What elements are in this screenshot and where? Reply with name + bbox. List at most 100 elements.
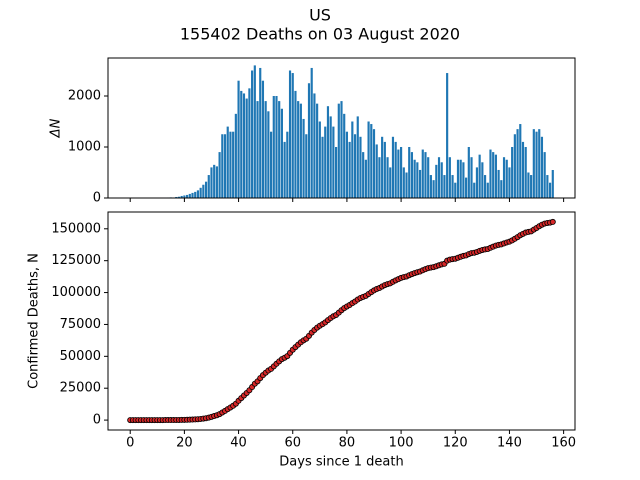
bar	[348, 141, 351, 198]
bar	[356, 116, 359, 198]
bar	[218, 152, 221, 198]
bar	[516, 129, 519, 198]
bar	[364, 159, 367, 198]
bar	[386, 157, 389, 198]
bar	[334, 146, 338, 198]
bar	[242, 93, 246, 198]
bar	[186, 194, 189, 198]
bar	[188, 193, 191, 198]
bar	[416, 162, 419, 198]
bar	[310, 67, 313, 198]
bar	[424, 152, 427, 198]
bar	[383, 141, 386, 198]
bar	[177, 196, 181, 198]
bar	[448, 157, 451, 198]
bar	[513, 134, 516, 198]
bar	[326, 106, 330, 198]
bar	[508, 167, 511, 198]
bar	[535, 131, 538, 198]
x-tick-label: 20	[176, 436, 193, 451]
y-tick-label: 25000	[60, 381, 101, 396]
y-tick-label: 1000	[68, 139, 101, 154]
bar	[283, 141, 286, 198]
x-tick-label: 100	[389, 436, 414, 451]
bar	[215, 166, 218, 198]
bar	[530, 175, 533, 198]
bar	[489, 149, 492, 198]
bar	[440, 162, 443, 198]
bar	[502, 157, 506, 198]
bar	[473, 182, 476, 198]
bar	[394, 141, 397, 198]
bar	[532, 129, 535, 198]
bar	[432, 180, 435, 198]
bar	[524, 146, 527, 198]
x-tick-label: 0	[126, 436, 134, 451]
bar	[353, 134, 357, 198]
axes-frame	[107, 57, 576, 199]
bar	[427, 157, 430, 198]
bar	[278, 101, 281, 198]
marker	[549, 218, 556, 225]
bar	[232, 131, 235, 198]
x-axis-label: Days since 1 death	[279, 455, 403, 470]
y-tick-label: 0	[93, 191, 101, 206]
bar	[204, 181, 208, 198]
bar	[267, 111, 270, 198]
bar	[359, 136, 362, 198]
bar	[280, 108, 283, 198]
bar	[443, 175, 446, 198]
bar	[540, 136, 544, 198]
bar	[408, 146, 411, 198]
bar	[389, 167, 392, 198]
bar	[324, 126, 327, 198]
y-tick-label: 150000	[51, 221, 101, 236]
bar	[340, 101, 343, 198]
bar	[375, 144, 378, 198]
bar	[286, 131, 289, 198]
bar	[288, 70, 292, 198]
bar	[199, 187, 202, 198]
bar	[402, 167, 405, 198]
bar	[299, 103, 302, 198]
bar	[546, 175, 549, 198]
bar	[421, 149, 424, 198]
bar	[435, 164, 438, 198]
bar	[237, 80, 240, 198]
bar	[400, 146, 403, 198]
bar	[291, 73, 294, 198]
bar	[527, 172, 530, 198]
bar	[451, 175, 454, 198]
bar	[256, 101, 259, 198]
bar	[305, 134, 308, 198]
bar	[307, 83, 311, 198]
bar	[223, 134, 227, 198]
y-tick-label: 2000	[68, 88, 101, 103]
bar	[221, 134, 224, 198]
bar	[548, 182, 552, 198]
bar	[294, 90, 297, 198]
bar	[264, 101, 267, 198]
bar	[351, 121, 354, 198]
bar	[316, 103, 319, 198]
y-tick-label: 125000	[51, 253, 101, 268]
bar	[210, 167, 213, 198]
bar	[497, 169, 500, 198]
bar	[362, 152, 365, 198]
bar	[213, 164, 216, 198]
axes-frame	[107, 211, 576, 431]
bar	[378, 157, 381, 198]
y-axis-label: ΔN	[49, 118, 64, 138]
bar	[454, 182, 457, 198]
x-tick-label: 120	[443, 436, 468, 451]
bar	[240, 90, 243, 198]
bar	[475, 167, 479, 198]
bar	[180, 195, 183, 198]
y-tick-label: 100000	[51, 285, 101, 300]
bar	[446, 73, 449, 198]
bar	[538, 129, 541, 198]
bar	[367, 121, 370, 198]
bar	[413, 159, 416, 198]
x-tick-label: 60	[284, 436, 301, 451]
bar	[272, 95, 275, 198]
